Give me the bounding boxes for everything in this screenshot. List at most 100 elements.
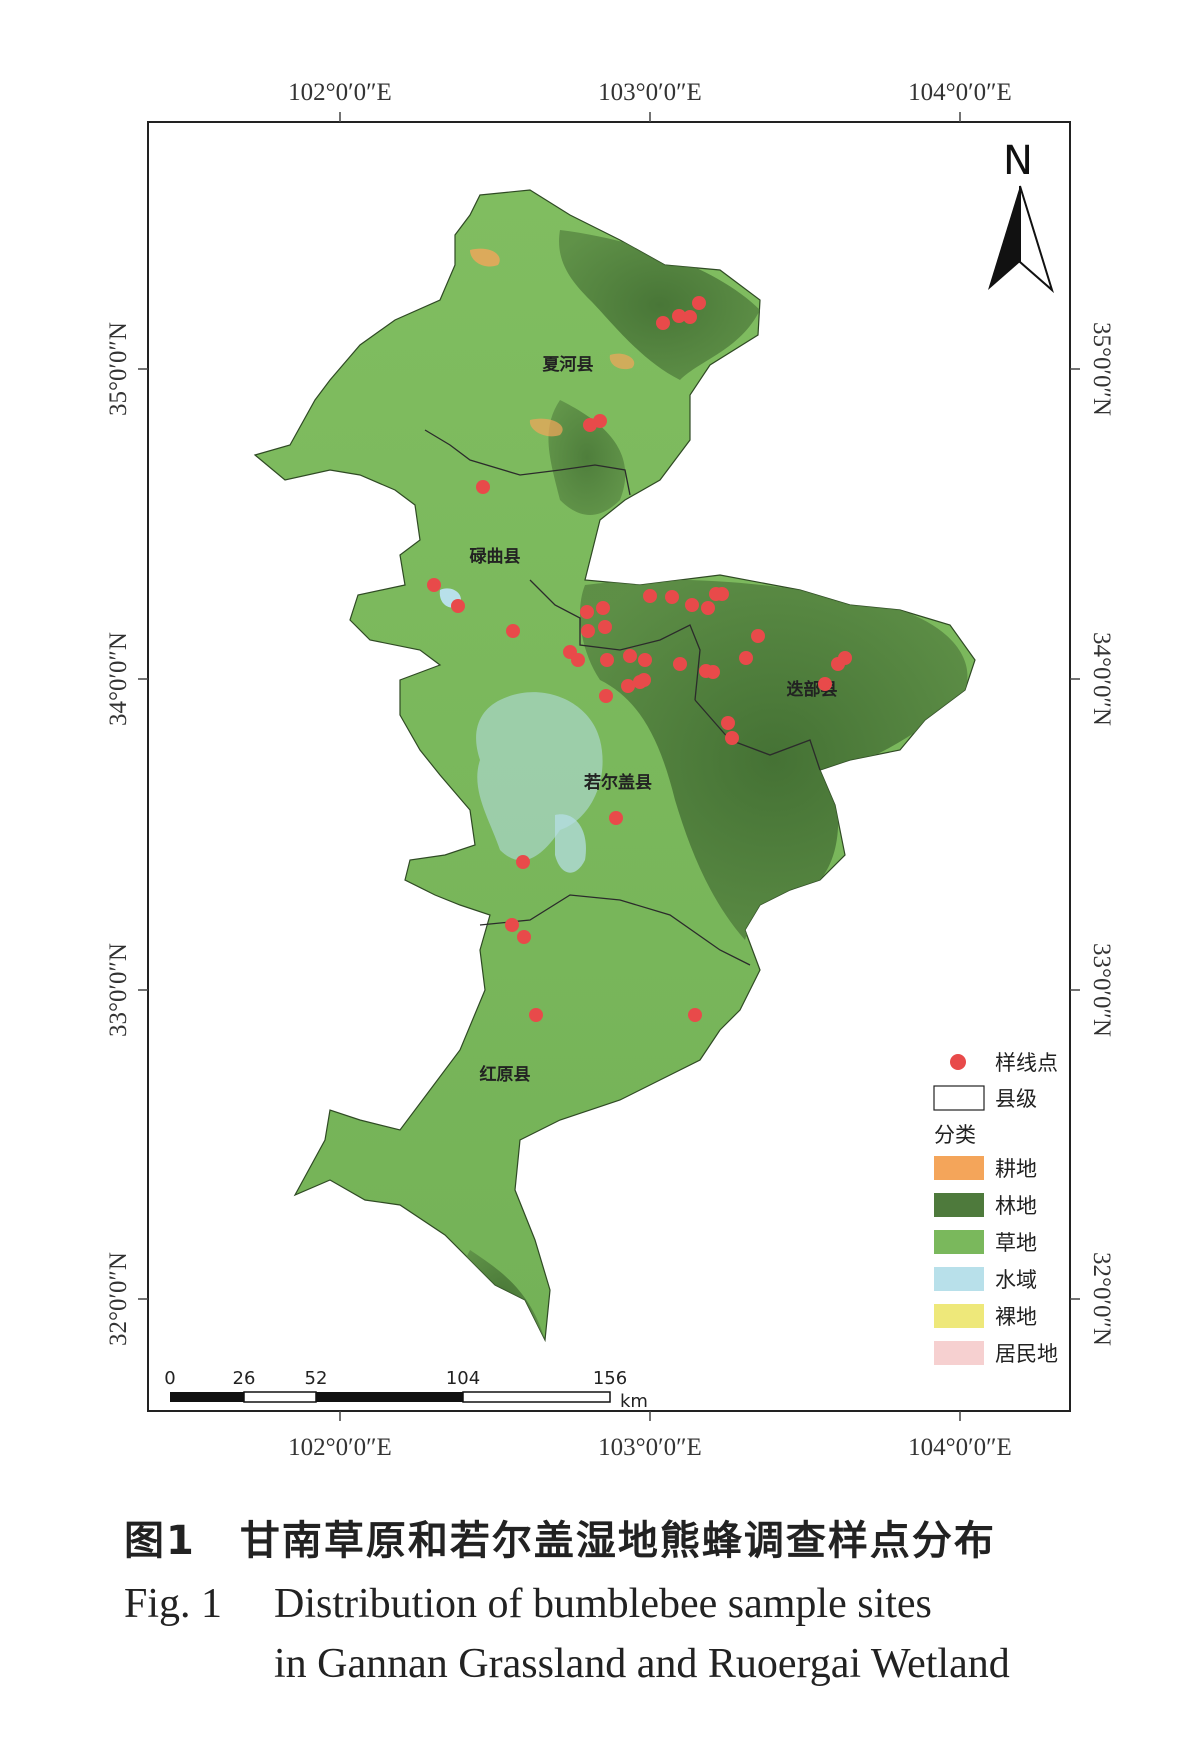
right-lat-label-2: 34°0′0″N <box>1088 632 1115 726</box>
county-label-xiahe: 夏河县 <box>543 355 594 375</box>
sample-point <box>751 629 765 643</box>
sample-point <box>685 598 699 612</box>
sample-point <box>599 689 613 703</box>
sample-point <box>715 587 729 601</box>
legend-class-label: 耕地 <box>995 1157 1037 1181</box>
sample-point <box>721 716 735 730</box>
sample-point <box>638 653 652 667</box>
sample-point <box>581 624 595 638</box>
right-lat-label-4: 32°0′0″N <box>1088 1252 1115 1346</box>
county-boundary-luqu-ruoergai <box>529 579 701 701</box>
scale-unit: km <box>620 1391 648 1412</box>
sample-point <box>673 657 687 671</box>
scale-segment <box>243 1391 317 1403</box>
sample-point <box>621 679 635 693</box>
sample-point <box>633 675 647 689</box>
sample-point <box>706 665 720 679</box>
caption-english-line1: Fig. 1 Distribution of bumblebee sample s… <box>124 1580 1200 1628</box>
legend-class-label: 林地 <box>995 1194 1037 1218</box>
bottom-lon-label-3: 104°0′0″E <box>908 1434 1012 1461</box>
scale-tick-26: 26 <box>233 1368 256 1389</box>
caption-cn-fig-number: 图1 <box>124 1518 196 1564</box>
sample-point <box>505 918 519 932</box>
left-lat-label-1: 35°0′0″N <box>105 322 132 416</box>
caption-en-title-line1: Distribution of bumblebee sample sites <box>274 1581 932 1627</box>
legend-county-label: 县级 <box>995 1087 1037 1111</box>
sample-point <box>739 651 753 665</box>
sample-point <box>688 1008 702 1022</box>
sample-point <box>598 620 612 634</box>
county-boundary-diebu <box>694 699 821 771</box>
legend-class-label: 裸地 <box>995 1305 1037 1329</box>
scale-segment <box>462 1391 611 1403</box>
caption-en-fig-number: Fig. 1 <box>124 1581 223 1627</box>
right-lat-label-1: 35°0′0″N <box>1088 322 1115 416</box>
forest-zone-north <box>559 230 760 380</box>
top-lon-label-2: 103°0′0″E <box>598 79 702 106</box>
legend-class-label: 居民地 <box>995 1342 1058 1366</box>
water-patch-ruoergai-2 <box>555 814 586 873</box>
bottom-lon-label-2: 103°0′0″E <box>598 1434 702 1461</box>
sample-point <box>476 480 490 494</box>
sample-point <box>600 653 614 667</box>
sample-point <box>529 1008 543 1022</box>
north-arrow-dark-half <box>988 186 1020 290</box>
farmland-patch-2 <box>529 418 563 437</box>
sample-point <box>427 578 441 592</box>
sample-point <box>683 310 697 324</box>
caption-english-line2: in Gannan Grassland and Ruoergai Wetland <box>274 1640 1200 1688</box>
right-lat-label-3: 33°0′0″N <box>1088 943 1115 1037</box>
sample-point <box>725 731 739 745</box>
sample-point <box>571 653 585 667</box>
sample-point <box>516 855 530 869</box>
bottom-lon-label-1: 102°0′0″E <box>288 1434 392 1461</box>
sample-point <box>838 651 852 665</box>
graticule-ticks <box>138 112 1080 1421</box>
sample-point <box>692 296 706 310</box>
sample-point <box>451 599 465 613</box>
legend-swatch <box>934 1193 984 1217</box>
north-arrow-light-half <box>1019 185 1054 294</box>
forest-zone-xiahe-south <box>548 400 626 515</box>
farmland-patch-3 <box>609 353 635 370</box>
top-lon-label-3: 104°0′0″E <box>908 79 1012 106</box>
north-arrow: N <box>988 138 1054 294</box>
legend-class-label: 草地 <box>995 1231 1037 1255</box>
sample-point <box>609 811 623 825</box>
legend-county-symbol <box>933 1085 985 1111</box>
left-lat-label-4: 32°0′0″N <box>105 1252 132 1346</box>
county-boundary-ruoergai-hongyuan <box>479 894 751 966</box>
caption-chinese: 图1 甘南草原和若尔盖湿地熊蜂调查样点分布 <box>124 1508 1200 1566</box>
sample-point <box>580 605 594 619</box>
left-lat-label-3: 33°0′0″N <box>105 943 132 1037</box>
legend-swatch <box>934 1304 984 1328</box>
county-label-hongyuan: 红原县 <box>480 1064 531 1085</box>
map-figure: 102°0′0″E 103°0′0″E 104°0′0″E 102°0′0″E … <box>105 79 1115 1461</box>
sample-point <box>818 677 832 691</box>
legend-swatch <box>934 1267 984 1291</box>
caption-cn-title: 甘南草原和若尔盖湿地熊蜂调查样点分布 <box>239 1518 996 1564</box>
sample-point <box>506 624 520 638</box>
scale-segment <box>316 1392 463 1402</box>
farmland-patch-1 <box>470 248 500 267</box>
sample-point <box>623 649 637 663</box>
sample-points <box>427 296 852 1022</box>
county-label-ruoergai: 若尔盖县 <box>583 772 652 793</box>
legend-classification-title: 分类 <box>934 1123 976 1147</box>
legend-swatch <box>934 1230 984 1254</box>
scale-tick-156: 156 <box>593 1368 627 1389</box>
scale-tick-52: 52 <box>305 1368 328 1389</box>
sample-point <box>593 414 607 428</box>
caption-en-title-line2: in Gannan Grassland and Ruoergai Wetland <box>274 1641 1010 1687</box>
scale-tick-104: 104 <box>446 1368 480 1389</box>
sample-point <box>656 316 670 330</box>
sample-point <box>517 930 531 944</box>
sample-point <box>596 601 610 615</box>
top-lon-label-1: 102°0′0″E <box>288 79 392 106</box>
scale-segment <box>170 1392 244 1402</box>
sample-point <box>643 589 657 603</box>
legend-sample-points-label: 样线点 <box>995 1051 1058 1075</box>
sample-point <box>665 590 679 604</box>
